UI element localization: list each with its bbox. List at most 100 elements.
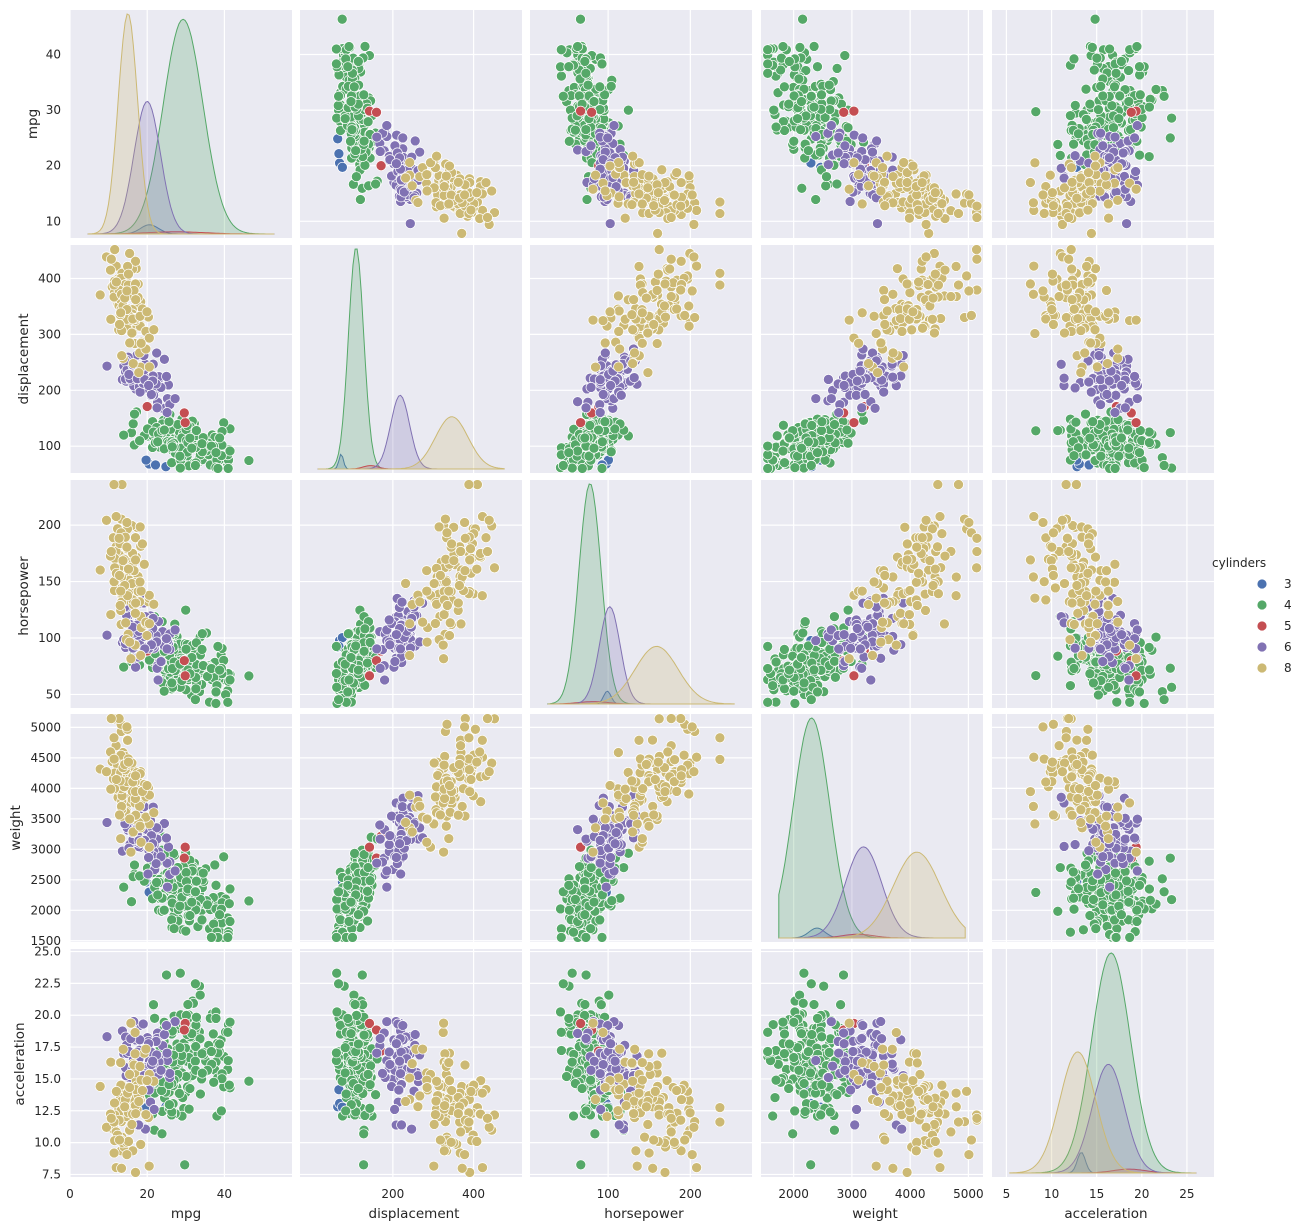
- point-cyl-4: [599, 416, 611, 428]
- point-cyl-4: [597, 436, 608, 448]
- point-cyl-8: [936, 528, 948, 540]
- point-cyl-6: [381, 120, 393, 131]
- point-cyl-6: [825, 624, 837, 636]
- point-cyl-8: [130, 554, 141, 566]
- point-cyl-4: [805, 460, 817, 471]
- point-cyl-8: [1075, 172, 1087, 184]
- point-cyl-4: [358, 645, 370, 657]
- point-cyl-4: [342, 686, 354, 698]
- point-cyl-4: [806, 420, 818, 431]
- point-cyl-8: [892, 263, 903, 274]
- point-cyl-8: [660, 311, 671, 323]
- point-cyl-4: [212, 641, 224, 652]
- point-cyl-4: [1109, 463, 1121, 473]
- point-cyl-6: [878, 386, 890, 398]
- point-cyl-4: [222, 463, 234, 473]
- point-cyl-4: [1084, 98, 1096, 110]
- point-cyl-8: [433, 521, 445, 533]
- point-cyl-8: [1090, 551, 1101, 563]
- point-cyl-8: [920, 514, 932, 526]
- point-cyl-4: [209, 859, 221, 871]
- point-cyl-6: [854, 365, 866, 377]
- point-cyl-4: [784, 664, 795, 676]
- point-cyl-4: [1103, 681, 1114, 693]
- point-cyl-4: [583, 450, 595, 462]
- point-cyl-4: [355, 194, 366, 205]
- point-cyl-4: [805, 90, 817, 102]
- point-cyl-4: [788, 685, 800, 697]
- point-cyl-8: [872, 367, 883, 378]
- point-cyl-8: [613, 191, 625, 203]
- point-cyl-4: [333, 694, 344, 705]
- point-cyl-4: [803, 145, 814, 156]
- point-cyl-4: [362, 116, 374, 128]
- point-cyl-8: [1066, 597, 1078, 609]
- point-cyl-4: [1070, 416, 1082, 428]
- point-cyl-8: [1059, 327, 1070, 339]
- point-cyl-8: [130, 607, 141, 619]
- point-cyl-8: [950, 571, 962, 583]
- point-cyl-8: [124, 337, 136, 349]
- point-cyl-8: [627, 324, 639, 336]
- point-cyl-8: [1082, 276, 1094, 288]
- point-cyl-6: [169, 393, 181, 404]
- point-cyl-8: [932, 208, 944, 219]
- point-cyl-8: [1066, 294, 1078, 305]
- point-cyl-6: [887, 371, 899, 383]
- point-cyl-8: [1124, 639, 1135, 651]
- point-cyl-6: [1130, 166, 1141, 177]
- panel-horsepower-vs-horsepower: [530, 480, 752, 708]
- point-cyl-8: [421, 565, 433, 576]
- point-cyl-4: [1164, 662, 1176, 674]
- point-cyl-8: [887, 288, 899, 300]
- point-cyl-8: [853, 337, 864, 349]
- point-cyl-4: [823, 79, 835, 91]
- point-cyl-4: [1097, 90, 1109, 102]
- scatter-points: [331, 13, 500, 238]
- point-cyl-8: [471, 563, 483, 575]
- point-cyl-8: [456, 228, 468, 238]
- point-cyl-6: [872, 218, 883, 229]
- point-cyl-4: [1069, 100, 1081, 111]
- point-cyl-8: [1101, 565, 1112, 577]
- point-cyl-4: [353, 664, 364, 676]
- point-cyl-8: [963, 517, 975, 528]
- point-cyl-4: [222, 696, 234, 708]
- point-cyl-4: [768, 104, 780, 116]
- point-cyl-4: [1095, 450, 1107, 462]
- point-cyl-8: [953, 279, 964, 291]
- point-cyl-8: [929, 563, 941, 575]
- point-cyl-6: [151, 402, 163, 414]
- point-cyl-8: [922, 279, 934, 290]
- point-cyl-6: [374, 662, 386, 674]
- point-cyl-6: [585, 140, 597, 152]
- point-cyl-4: [808, 664, 820, 676]
- point-cyl-8: [911, 576, 922, 588]
- point-cyl-6: [594, 407, 606, 418]
- point-cyl-6: [628, 372, 640, 383]
- point-cyl-4: [770, 656, 782, 668]
- point-cyl-6: [1095, 643, 1106, 655]
- point-cyl-4: [788, 90, 800, 102]
- point-cyl-8: [599, 185, 611, 197]
- point-cyl-8: [1029, 592, 1041, 604]
- point-cyl-6: [374, 146, 386, 157]
- point-cyl-6: [1095, 399, 1106, 410]
- point-cyl-8: [904, 212, 915, 224]
- point-cyl-4: [796, 442, 807, 454]
- point-cyl-4: [210, 686, 222, 698]
- point-cyl-4: [1116, 432, 1127, 444]
- point-cyl-4: [243, 455, 255, 466]
- point-cyl-6: [1093, 350, 1105, 361]
- point-cyl-4: [1054, 150, 1066, 161]
- point-cyl-4: [783, 98, 795, 110]
- point-cyl-6: [146, 389, 157, 400]
- panel-mpg-vs-weight: [761, 10, 983, 238]
- point-cyl-8: [124, 636, 136, 648]
- point-cyl-6: [825, 393, 837, 404]
- point-cyl-8: [1130, 183, 1142, 195]
- point-cyl-6: [594, 374, 606, 386]
- point-cyl-4: [343, 41, 355, 52]
- point-cyl-4: [1144, 101, 1155, 113]
